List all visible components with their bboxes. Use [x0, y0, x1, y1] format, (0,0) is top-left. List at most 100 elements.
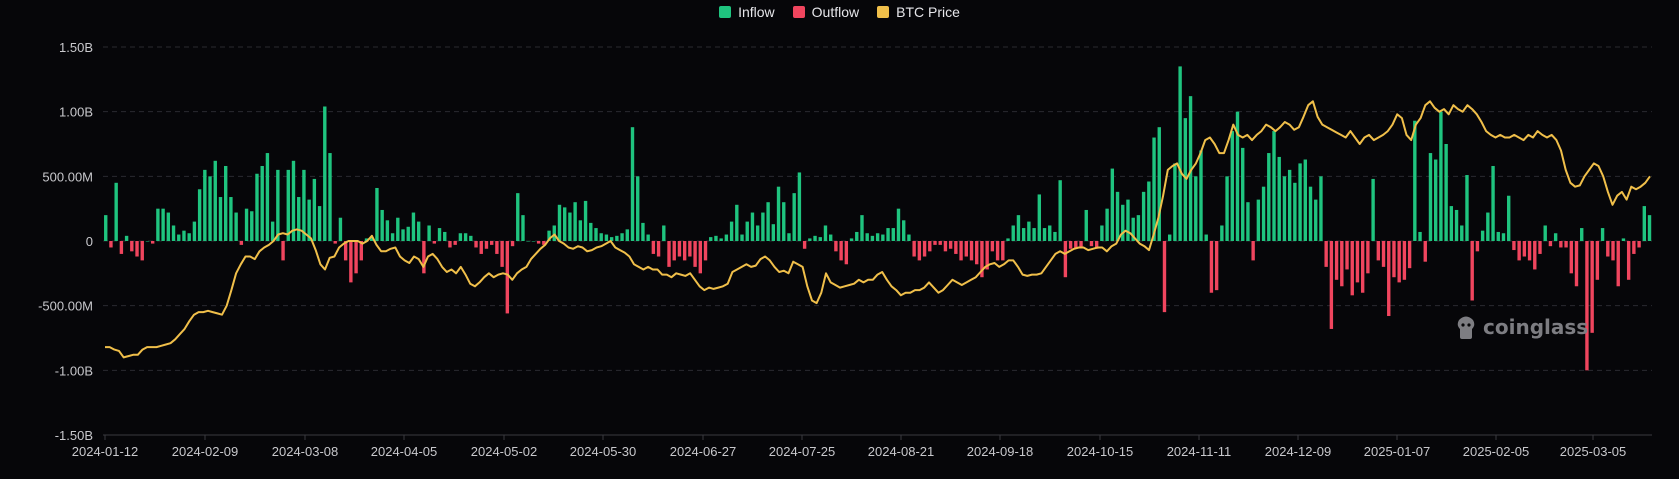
outflow-bar[interactable] — [333, 241, 337, 244]
outflow-bar[interactable] — [1376, 241, 1381, 261]
outflow-bar[interactable] — [985, 241, 989, 270]
inflow-bar[interactable] — [1230, 131, 1234, 241]
outflow-bar[interactable] — [1063, 241, 1068, 278]
inflow-bar[interactable] — [750, 212, 755, 241]
outflow-bar[interactable] — [693, 241, 697, 267]
outflow-bar[interactable] — [1533, 241, 1537, 270]
inflow-bar[interactable] — [1439, 111, 1443, 242]
inflow-bar[interactable] — [463, 233, 468, 241]
outflow-bar[interactable] — [990, 241, 995, 252]
inflow-bar[interactable] — [735, 204, 739, 241]
outflow-bar[interactable] — [1517, 241, 1521, 261]
outflow-bar[interactable] — [1574, 241, 1579, 287]
outflow-bar[interactable] — [448, 241, 452, 248]
inflow-bar[interactable] — [1454, 209, 1459, 241]
inflow-bar[interactable] — [1037, 194, 1042, 241]
inflow-bar[interactable] — [291, 160, 296, 241]
inflow-bar[interactable] — [364, 238, 369, 241]
outflow-bar[interactable] — [667, 241, 671, 267]
inflow-bar[interactable] — [1444, 144, 1448, 241]
outflow-bar[interactable] — [349, 241, 353, 283]
outflow-bar[interactable] — [834, 241, 838, 252]
inflow-bar[interactable] — [1580, 228, 1584, 241]
outflow-bar[interactable] — [542, 241, 546, 245]
inflow-bar[interactable] — [380, 209, 384, 241]
outflow-bar[interactable] — [422, 241, 426, 274]
inflow-bar[interactable] — [792, 193, 796, 241]
inflow-bar[interactable] — [907, 234, 911, 241]
inflow-bar[interactable] — [416, 221, 421, 241]
inflow-bar[interactable] — [401, 229, 405, 241]
outflow-bar[interactable] — [1366, 241, 1370, 274]
inflow-bar[interactable] — [818, 237, 822, 241]
outflow-bar[interactable] — [1548, 241, 1553, 247]
inflow-bar[interactable] — [1553, 233, 1558, 241]
outflow-bar[interactable] — [1527, 241, 1532, 261]
inflow-bar[interactable] — [1261, 186, 1266, 241]
outflow-bar[interactable] — [672, 241, 676, 261]
inflow-bar[interactable] — [234, 212, 238, 241]
inflow-bar[interactable] — [719, 238, 723, 241]
inflow-bar[interactable] — [1032, 228, 1036, 241]
outflow-bar[interactable] — [1381, 241, 1386, 267]
inflow-bar[interactable] — [714, 235, 718, 241]
inflow-bar[interactable] — [782, 202, 786, 241]
inflow-bar[interactable] — [156, 208, 160, 241]
inflow-bar[interactable] — [636, 176, 640, 241]
inflow-bar[interactable] — [568, 212, 572, 241]
outflow-bar[interactable] — [954, 241, 958, 254]
inflow-bar[interactable] — [270, 221, 275, 241]
inflow-bar[interactable] — [1147, 181, 1151, 241]
outflow-bar[interactable] — [1590, 241, 1594, 333]
inflow-bar[interactable] — [599, 233, 603, 241]
inflow-bar[interactable] — [317, 206, 322, 241]
outflow-bar[interactable] — [119, 241, 124, 254]
inflow-bar[interactable] — [203, 169, 207, 241]
inflow-bar[interactable] — [1121, 204, 1125, 241]
inflow-bar[interactable] — [745, 221, 749, 241]
inflow-bar[interactable] — [265, 153, 270, 241]
inflow-bar[interactable] — [875, 233, 880, 241]
inflow-bar[interactable] — [1199, 150, 1203, 241]
inflow-bar[interactable] — [855, 231, 859, 241]
inflow-bar[interactable] — [1272, 131, 1276, 241]
inflow-bar[interactable] — [406, 226, 410, 241]
inflow-bar[interactable] — [865, 233, 869, 241]
inflow-bar[interactable] — [1501, 233, 1506, 241]
outflow-bar[interactable] — [1402, 241, 1407, 280]
inflow-bar[interactable] — [385, 220, 390, 241]
legend-item-outflow[interactable]: Outflow — [792, 4, 859, 20]
legend-item-inflow[interactable]: Inflow — [719, 4, 775, 20]
btc-price-series-line[interactable] — [105, 100, 1651, 359]
inflow-bar[interactable] — [1225, 176, 1229, 241]
outflow-bar[interactable] — [135, 241, 139, 257]
outflow-bar[interactable] — [933, 241, 937, 245]
inflow-bar[interactable] — [437, 228, 442, 241]
inflow-bar[interactable] — [625, 229, 629, 241]
inflow-bar[interactable] — [328, 153, 332, 241]
inflow-bar[interactable] — [891, 228, 895, 241]
outflow-bar[interactable] — [1616, 241, 1620, 287]
inflow-bar[interactable] — [1141, 191, 1146, 241]
inflow-bar[interactable] — [1277, 156, 1281, 241]
inflow-bar[interactable] — [724, 234, 729, 241]
inflow-bar[interactable] — [1027, 221, 1031, 241]
outflow-bar[interactable] — [1475, 241, 1480, 252]
inflow-bar[interactable] — [578, 220, 583, 241]
inflow-bar[interactable] — [250, 211, 254, 241]
outflow-bar[interactable] — [432, 241, 437, 244]
inflow-bar[interactable] — [797, 172, 802, 241]
outflow-bar[interactable] — [479, 241, 483, 254]
inflow-bar[interactable] — [583, 200, 588, 241]
inflow-bar[interactable] — [427, 225, 431, 241]
inflow-bar[interactable] — [902, 220, 906, 241]
outflow-bar[interactable] — [943, 241, 948, 252]
outflow-bar[interactable] — [1214, 241, 1219, 291]
inflow-bar[interactable] — [1621, 238, 1626, 241]
inflow-bar[interactable] — [1267, 153, 1271, 241]
outflow-bar[interactable] — [1355, 241, 1360, 283]
inflow-bar[interactable] — [443, 231, 447, 241]
inflow-bar[interactable] — [229, 197, 233, 241]
inflow-bar[interactable] — [1006, 238, 1010, 241]
inflow-bar[interactable] — [1173, 163, 1177, 241]
